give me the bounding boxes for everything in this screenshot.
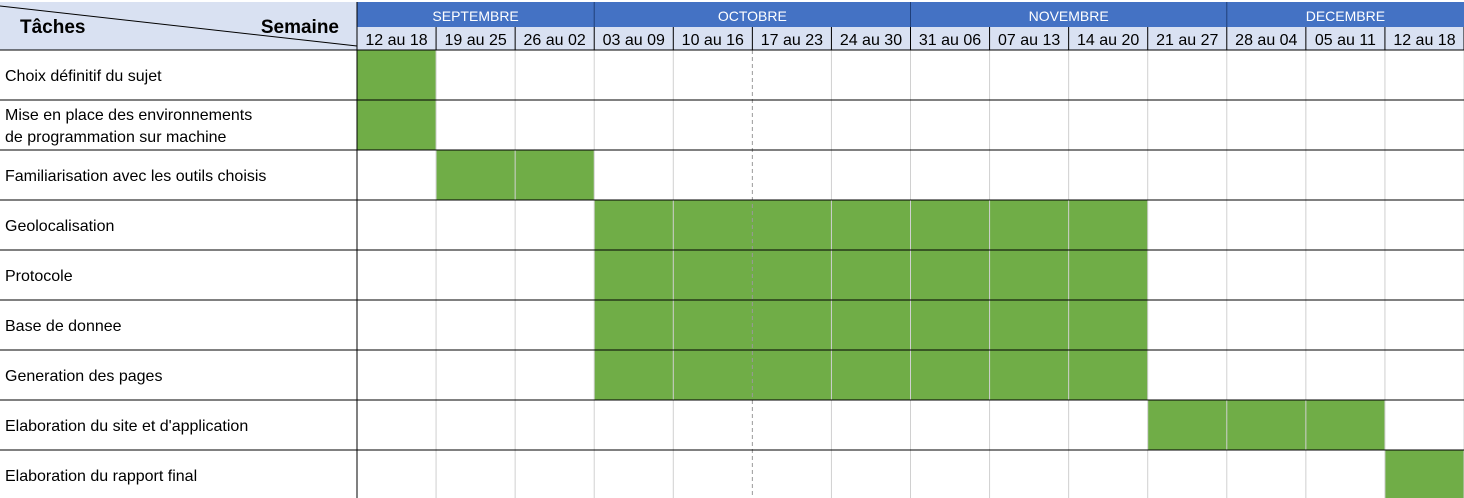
task-label: Base de donnee — [5, 318, 122, 335]
task-label: Elaboration du site et d'application — [5, 418, 248, 435]
task-bar — [594, 300, 1148, 350]
task-label: Geolocalisation — [5, 218, 114, 235]
week-label: 03 au 09 — [603, 32, 665, 49]
task-label: Choix définitif du sujet — [5, 68, 162, 85]
month-label: NOVEMBRE — [1029, 8, 1109, 24]
task-label: Mise en place des environnements — [5, 107, 252, 124]
week-label: 19 au 25 — [444, 32, 506, 49]
week-label: 24 au 30 — [840, 32, 902, 49]
month-header-septembre — [357, 2, 595, 27]
month-header-octobre — [594, 2, 911, 27]
task-bar — [594, 250, 1148, 300]
month-header-novembre — [910, 2, 1227, 27]
month-label: OCTOBRE — [718, 8, 787, 24]
week-label: 17 au 23 — [761, 32, 823, 49]
task-bar — [357, 100, 437, 150]
week-header-label: Semaine — [261, 17, 339, 38]
week-label: 21 au 27 — [1156, 32, 1218, 49]
task-bar — [594, 200, 1148, 250]
task-bar — [594, 350, 1148, 400]
task-label: Generation des pages — [5, 368, 162, 385]
task-label: de programmation sur machine — [5, 129, 227, 146]
month-label: DECEMBRE — [1306, 8, 1385, 24]
week-label: 12 au 18 — [365, 32, 427, 49]
week-label: 12 au 18 — [1393, 32, 1455, 49]
task-label: Elaboration du rapport final — [5, 468, 197, 485]
week-label: 07 au 13 — [998, 32, 1060, 49]
week-label: 26 au 02 — [524, 32, 586, 49]
corner-diagonal — [0, 5, 358, 47]
task-bar — [1147, 400, 1385, 450]
tasks-header-label: Tâches — [20, 17, 85, 38]
task-label: Protocole — [5, 268, 73, 285]
week-label: 10 au 16 — [682, 32, 744, 49]
month-header-decembre — [1226, 2, 1464, 27]
week-label: 05 au 11 — [1315, 32, 1376, 49]
week-label: 14 au 20 — [1077, 32, 1139, 49]
week-label: 31 au 06 — [919, 32, 981, 49]
task-label: Familiarisation avec les outils choisis — [5, 168, 266, 185]
task-bar — [1384, 450, 1464, 498]
month-label: SEPTEMBRE — [432, 8, 518, 24]
week-label: 28 au 04 — [1235, 32, 1297, 49]
task-bar — [357, 50, 437, 100]
